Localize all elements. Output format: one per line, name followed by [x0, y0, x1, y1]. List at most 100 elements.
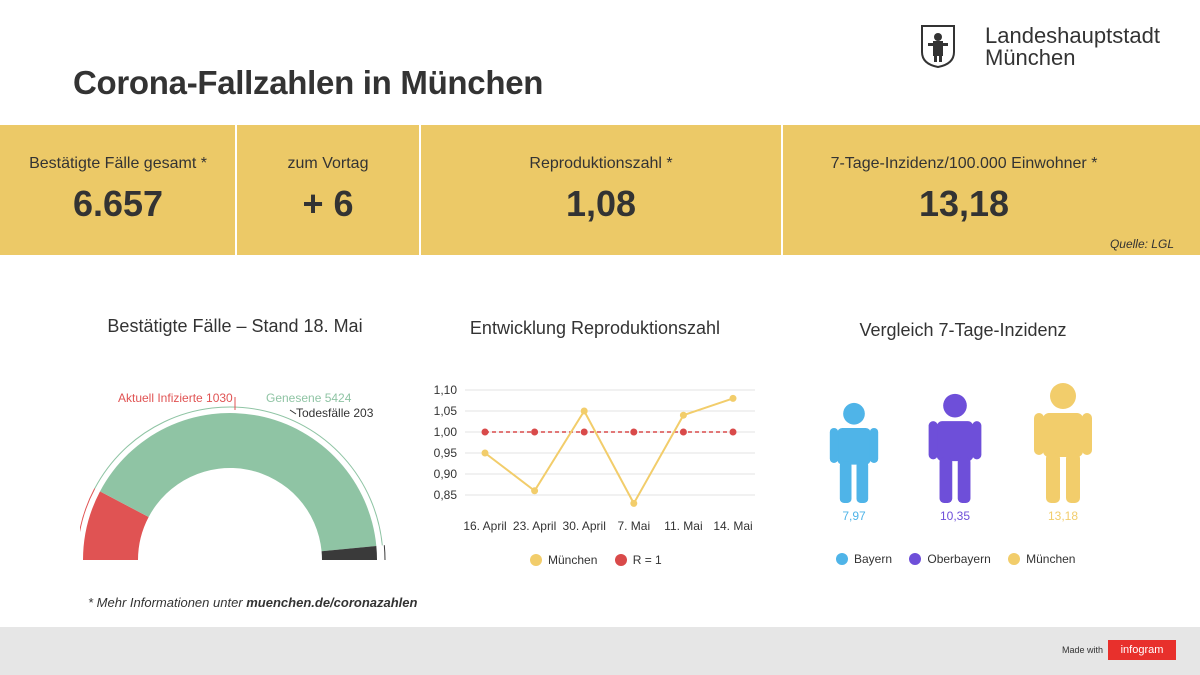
person-arm: [869, 427, 879, 463]
legend-label: Bayern: [854, 552, 893, 566]
kpi-total-cases: Bestätigte Fälle gesamt * 6.657: [0, 125, 236, 255]
kpi-label: Reproduktionszahl *: [529, 155, 673, 172]
gauge-outline-arc: [80, 488, 96, 533]
data-point-muenchen: [729, 394, 737, 402]
legend-item-bayern: Bayern: [836, 552, 892, 566]
legend-label: Oberbayern: [927, 552, 991, 566]
person-icon: [829, 402, 879, 503]
kpi-divider: [781, 125, 783, 255]
logo-line-1: Landeshauptstadt: [985, 23, 1160, 48]
data-point-r1: [630, 428, 638, 436]
data-point-r1: [580, 428, 588, 436]
kpi-value: 6.657: [72, 183, 164, 224]
gauge-leader-line: [289, 409, 297, 415]
y-tick-label: 1,10: [434, 383, 458, 397]
gauge-chart: Aktuell Infizierte 1030 Genesene 5424Tode…: [80, 391, 386, 561]
x-tick-label: 7. Mai: [617, 519, 650, 533]
person-arm: [928, 421, 938, 460]
gauge-segment: [83, 491, 149, 560]
person-torso: [837, 427, 871, 465]
kpi-value: 1,08: [565, 183, 637, 224]
person-leg: [939, 457, 953, 503]
made-with-label: Made with: [1062, 645, 1104, 655]
legend-label: R = 1: [632, 553, 662, 567]
kpi-value: + 6: [302, 183, 354, 224]
person-leg: [856, 461, 869, 503]
logo-line-2: München: [985, 45, 1076, 70]
person-icon: [1034, 383, 1092, 503]
y-tick-label: 1,05: [434, 404, 458, 418]
gauge-outline-arc: [94, 406, 383, 546]
legend-swatch: [909, 553, 922, 565]
x-tick-label: 30. April: [563, 519, 606, 533]
data-point-r1: [531, 428, 539, 436]
y-tick-label: 0,95: [434, 446, 458, 460]
line-chart: 0,85 0,90 0,95 1,00 1,05 1,10 16. April 23. Apr…: [434, 383, 755, 533]
person-torso: [936, 421, 974, 462]
line-chart-title: Entwicklung Reproduktionszahl: [469, 318, 721, 338]
legend-item-muenchen: München: [1008, 552, 1075, 566]
x-tick-label: 23. April: [513, 519, 556, 533]
kpi-label: 7-Tage-Inzidenz/100.000 Einwohner *: [830, 155, 1098, 172]
person-icon: [928, 393, 982, 503]
gauge-outline-arc: [383, 545, 386, 561]
data-point-muenchen: [481, 449, 489, 457]
value-label: 13,18: [1048, 509, 1078, 523]
person-leg: [957, 457, 971, 503]
infogram-badge[interactable]: infogram: [1108, 640, 1176, 660]
incidence-legend: Bayern Oberbayern München: [836, 552, 1089, 566]
kpi-label: zum Vortag: [287, 155, 369, 172]
person-arm: [1082, 413, 1092, 455]
data-point-r1: [679, 428, 687, 436]
x-tick-label: 16. April: [463, 519, 506, 533]
munich-coat-of-arms-icon: [921, 25, 955, 68]
person-leg: [1046, 453, 1060, 503]
legend-item-muenchen: München: [530, 553, 597, 567]
person-arm: [972, 421, 982, 460]
person-leg: [839, 461, 852, 503]
person-head: [943, 393, 967, 418]
incidence-pictogram-chart: 7,97 10,35 13,18: [829, 383, 1092, 523]
data-point-muenchen: [679, 411, 687, 419]
kpi-band: Bestätigte Fälle gesamt * 6.657 zum Vort…: [0, 125, 1200, 255]
person-head: [843, 402, 865, 425]
page-title: Corona-Fallzahlen in München: [73, 64, 544, 101]
x-tick-label: 11. Mai: [664, 519, 702, 533]
legend-swatch: [1008, 553, 1021, 565]
kpi-reproduction: Reproduktionszahl * 1,08: [421, 125, 781, 255]
data-point-r1: [729, 428, 737, 436]
legend-item-oberbayern: Oberbayern: [909, 552, 991, 566]
value-label: 7,97: [842, 509, 866, 523]
city-logo-text: Landeshauptstadt München: [985, 25, 1160, 69]
person-head: [1050, 383, 1076, 409]
gauge-segment: [100, 412, 377, 552]
person-arm: [829, 427, 839, 463]
footnote-prefix: * Mehr Informationen unter: [88, 595, 247, 610]
value-label: 10,35: [940, 509, 970, 523]
gauge-label-deaths: Todesfälle 203: [296, 406, 374, 420]
legend-label: München: [1026, 552, 1076, 566]
legend-swatch: [530, 554, 542, 566]
footnote-link[interactable]: muenchen.de/coronazahlen: [246, 595, 418, 610]
data-point-muenchen: [531, 487, 539, 495]
data-point-muenchen: [580, 407, 588, 415]
legend-swatch: [836, 553, 848, 565]
line-chart-legend: München R = 1: [530, 553, 676, 567]
series-line-muenchen: [484, 397, 734, 506]
incidence-title: Vergleich 7-Tage-Inzidenz: [859, 320, 1067, 340]
source-note: Quelle: LGL: [1109, 237, 1174, 251]
legend-label: München: [548, 553, 598, 567]
kpi-incidence: 7-Tage-Inzidenz/100.000 Einwohner * 13,1…: [783, 125, 1145, 255]
data-point-r1: [481, 428, 489, 436]
kpi-divider: [419, 125, 421, 255]
footnote: * Mehr Informationen unter muenchen.de/c…: [88, 595, 417, 610]
data-point-muenchen: [630, 499, 638, 507]
legend-item-r1: R = 1: [614, 553, 662, 567]
person-arm: [1034, 413, 1044, 455]
gauge-title: Bestätigte Fälle – Stand 18. Mai: [107, 316, 363, 336]
gauge-segment: [321, 545, 377, 560]
y-tick-label: 1,00: [434, 425, 458, 439]
person-leg: [1066, 453, 1080, 503]
y-tick-label: 0,85: [434, 488, 458, 502]
x-tick-label: 14. Mai: [713, 519, 752, 533]
